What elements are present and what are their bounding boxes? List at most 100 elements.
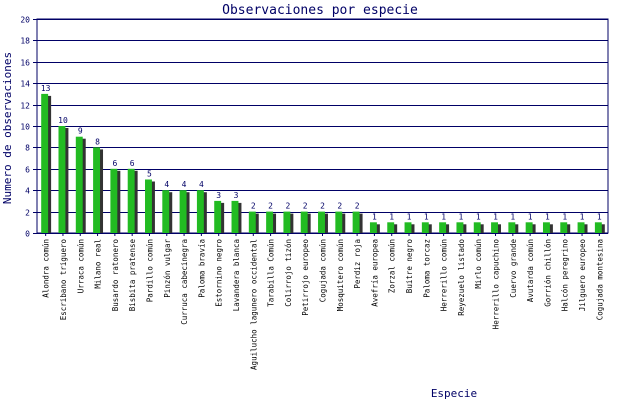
bar: [491, 222, 498, 233]
bar-value-label: 1: [441, 212, 446, 221]
bar: [594, 222, 602, 233]
x-tick-label: Colirrojo tizón: [284, 239, 293, 307]
bar-value-label: 1: [459, 212, 464, 221]
bar-value-label: 2: [268, 202, 273, 211]
bar-value-label: 2: [320, 202, 325, 211]
bar: [58, 126, 66, 233]
bar-value-label: 4: [182, 180, 187, 189]
y-tick-label: 18: [20, 37, 30, 46]
bar: [456, 222, 464, 233]
y-tick-label: 0: [25, 230, 30, 239]
bar-value-label: 6: [112, 159, 117, 168]
bar-value-label: 1: [545, 212, 550, 221]
bar-value-label: 1: [528, 212, 533, 221]
bar-value-label: 3: [234, 191, 239, 200]
x-tick-label: Halcón peregrino: [561, 239, 570, 312]
x-tick-label: Herrerillo capuchino: [492, 239, 501, 330]
y-tick-label: 6: [25, 166, 30, 175]
y-tick-label: 2: [25, 209, 30, 218]
bar: [248, 211, 256, 233]
x-tick-label: Perdiz roja: [353, 239, 362, 289]
bar: [93, 147, 101, 233]
chart-title: Observaciones por especie: [222, 3, 418, 18]
bar: [525, 222, 533, 233]
x-tick-label: Lavandera blanca: [232, 239, 241, 311]
y-tick-label: 8: [25, 144, 30, 153]
bar: [352, 211, 360, 233]
x-tick-label: Cogujada común: [319, 239, 328, 302]
bar-value-label: 9: [78, 127, 83, 136]
bar-value-label: 13: [41, 84, 51, 93]
bar-value-label: 1: [407, 212, 412, 221]
x-tick-label: Gorrión chillón: [543, 239, 552, 307]
bar: [196, 190, 204, 233]
x-tick-label: Escribano triguero: [59, 239, 68, 321]
bar-value-label: 1: [424, 212, 429, 221]
bar-value-label: 3: [216, 191, 221, 200]
x-tick-label: Herrerillo común: [440, 239, 449, 311]
bar: [369, 222, 377, 233]
x-tick-label: Zorzal común: [388, 239, 397, 293]
x-tick-label: Petirrojo europeo: [301, 239, 310, 316]
x-tick-label: Milano real: [94, 239, 103, 289]
bar: [266, 211, 274, 233]
x-tick-label: Jilguero europeo: [578, 239, 587, 312]
y-tick-label: 10: [20, 123, 30, 132]
bar: [404, 222, 412, 233]
x-tick-label: Curruca cabecinegra: [180, 239, 189, 325]
x-tick-label: Buitre negro: [405, 239, 414, 294]
bars: [41, 93, 605, 234]
y-tick-label: 20: [20, 16, 30, 25]
bar: [318, 211, 325, 233]
x-tick-label: Paloma bravía: [197, 239, 206, 298]
y-tick-labels: 0 2 4 6 8 10 12 14 16 18 20: [20, 16, 30, 239]
x-tick-labels: Alondra común Escribano triguero Urraca co…: [42, 239, 605, 370]
x-tick-label: Pardillo común: [145, 239, 154, 302]
bar-value-label: 1: [597, 212, 602, 221]
x-tick-label: Avutarda común: [526, 239, 535, 302]
bar-value-label: 1: [510, 212, 515, 221]
bar: [231, 200, 239, 233]
bar: [560, 222, 568, 233]
bar: [387, 222, 395, 233]
y-tick-label: 16: [20, 59, 30, 68]
x-tick-label: Reyezuelo listado: [457, 239, 466, 316]
bar: [214, 200, 222, 233]
bar: [508, 222, 516, 233]
y-tick-label: 12: [20, 102, 30, 111]
bar: [300, 211, 308, 233]
x-tick-label: Mosquitero común: [336, 239, 345, 311]
x-tick-label: Cogujada montesina: [595, 239, 604, 320]
x-tick-label: Aguilucho lagunero occidental: [249, 239, 258, 370]
bar: [127, 168, 135, 233]
bar-value-label: 1: [476, 212, 481, 221]
bar-value-label: 6: [130, 159, 135, 168]
y-axis-label: Numero de observaciones: [1, 52, 14, 204]
x-tick-label: Bisbita pratense: [128, 239, 137, 312]
bar: [542, 222, 550, 233]
bar-value-label: 1: [562, 212, 567, 221]
bar-value-label: 5: [147, 170, 152, 179]
x-axis-label: Especie: [431, 387, 477, 400]
bar-value-label: 10: [58, 116, 68, 125]
bar-value-label: 1: [580, 212, 585, 221]
bar: [577, 222, 585, 233]
bar: [179, 190, 187, 233]
bar: [41, 93, 49, 234]
bar: [75, 136, 83, 233]
bar-value-label: 1: [493, 212, 498, 221]
bar: [421, 222, 429, 233]
bar-value-label: 2: [355, 202, 360, 211]
bar: [283, 211, 291, 233]
bar: [162, 190, 170, 233]
x-tick-label: Alondra común: [42, 239, 51, 298]
x-tick-label: Cuervo grande: [509, 239, 518, 298]
value-labels: 13 10 9 8 6 6 5 4 4 4 3 3 2 2 2 2 2 2 2 1 1 1 1 1 1 1 1 1 1 1 1 1 1: [41, 84, 602, 221]
x-tick-label: Tarabilla Común: [267, 239, 276, 307]
bar: [145, 179, 152, 233]
y-tick-label: 14: [20, 80, 30, 89]
x-tick-label: Pinzón vulgar: [163, 239, 172, 298]
x-tick-label: Mirlo común: [474, 239, 483, 289]
